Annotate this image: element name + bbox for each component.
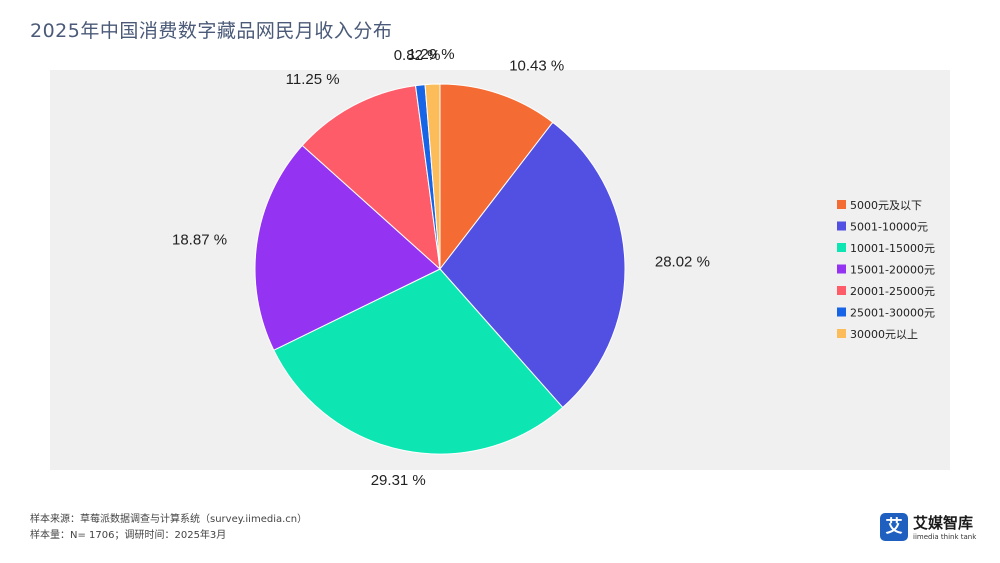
pie-slice-1 (439, 83, 554, 271)
pie-slice-5 (301, 85, 441, 271)
pie-value-labels: 10.43 % 28.02 % 29.31 % 18.87 % 11.25 % 0.82 … (172, 46, 710, 489)
legend-item-3: 10001-15000元 (850, 242, 935, 255)
brand-subtitle: iimedia think tank (913, 533, 977, 541)
legend-item-4: 15001-20000元 (850, 264, 935, 277)
pie-value-label-6: 0.82 % (394, 47, 441, 64)
pie-value-label-3: 29.31 % (371, 472, 426, 489)
legend-item-7: 30000元以上 (850, 328, 918, 341)
pie-value-label-7: 1.29 % (408, 46, 455, 63)
brand-mark-icon: 艾 (880, 513, 908, 541)
pie-slice-7 (424, 83, 441, 270)
legend-swatch-4 (837, 264, 846, 274)
legend-swatch-1 (837, 200, 846, 209)
legend-item-6: 25001-30000元 (850, 307, 935, 320)
pie-value-label-4: 18.87 % (172, 231, 227, 248)
legend-swatch-6 (837, 307, 846, 317)
pie-value-label-1: 10.43 % (509, 57, 564, 74)
legend-item-5: 20001-25000元 (850, 285, 935, 298)
legend-swatch-3 (837, 243, 846, 252)
legend-swatch-2 (837, 221, 846, 231)
pie-slice-4 (254, 144, 441, 351)
sample-note: 样本量：N= 1706；调研时间：2025年3月 (30, 530, 227, 541)
legend-swatch-5 (837, 286, 846, 295)
legend-item-2: 5001-10000元 (850, 221, 928, 234)
legend-swatch-7 (837, 329, 846, 338)
source-note: 样本来源：草莓派数据调查与计算系统（survey.iimedia.cn） (30, 514, 308, 525)
pie-slice-2 (439, 121, 626, 409)
legend-item-1: 5000元及以下 (850, 199, 922, 212)
brand-name: 艾媒智库 (913, 514, 974, 532)
page-title: 2025年中国消费数字藏品网民月收入分布 (30, 20, 393, 42)
pie-slices (254, 83, 626, 455)
legend: 5000元及以下 5001-10000元 10001-15000元 15001-200… (837, 199, 935, 341)
footer: 样本来源：草莓派数据调查与计算系统（survey.iimedia.cn） 样本量… (30, 512, 307, 544)
pie-value-label-2: 28.02 % (655, 253, 710, 270)
brand-logo: 艾 艾媒智库 iimedia think tank (880, 512, 980, 546)
pie-value-label-5: 11.25 % (286, 71, 340, 88)
